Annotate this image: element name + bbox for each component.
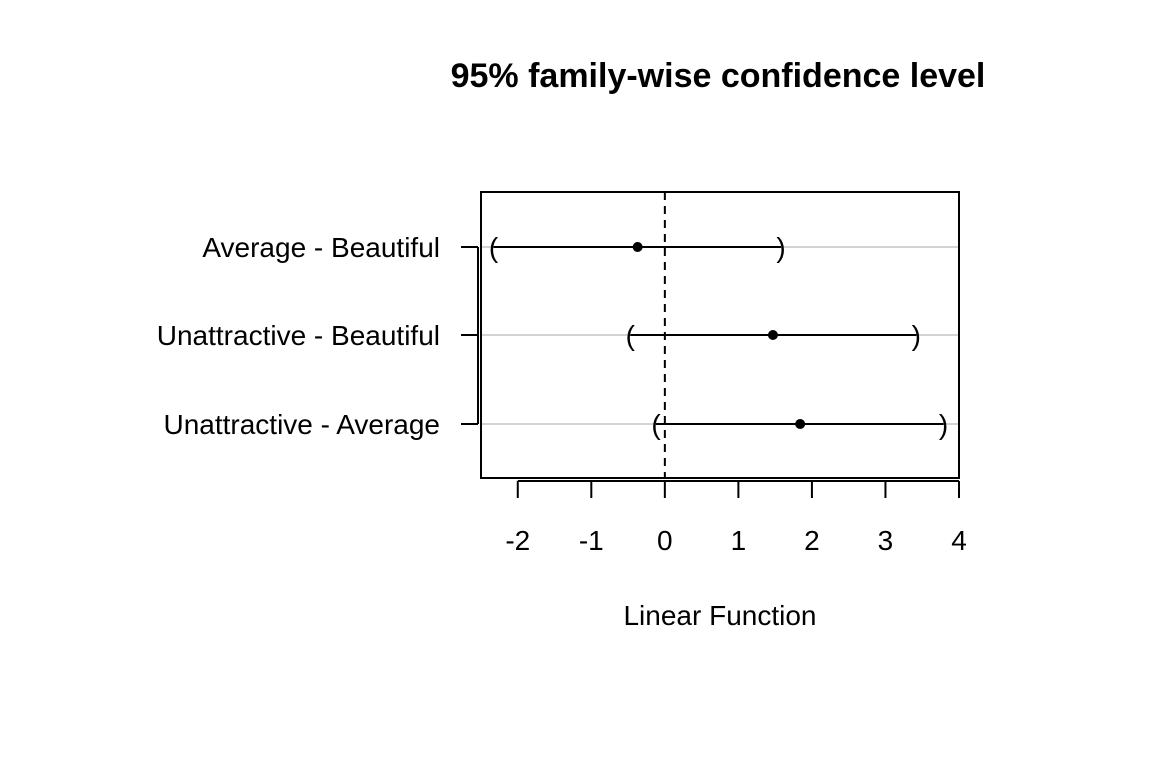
- x-tick-label: -1: [579, 525, 604, 556]
- interval-lower-bracket: (: [489, 232, 499, 263]
- y-tick-label: Average - Beautiful: [202, 232, 440, 263]
- y-tick-label: Unattractive - Average: [163, 409, 440, 440]
- interval-lower-bracket: (: [651, 409, 661, 440]
- interval-lower-bracket: (: [626, 320, 636, 351]
- x-tick-label: 4: [951, 525, 967, 556]
- interval-upper-bracket: ): [912, 320, 921, 351]
- plot-frame: [480, 191, 960, 479]
- x-tick-label: 3: [878, 525, 894, 556]
- chart-title: 95% family-wise confidence level: [451, 57, 986, 95]
- x-tick-label: -2: [505, 525, 530, 556]
- interval-upper-bracket: ): [939, 409, 948, 440]
- x-tick-label: 1: [731, 525, 747, 556]
- y-axis: Average - Beautiful Unattractive - Beauti…: [157, 232, 479, 440]
- x-axis: -2 -1 0 1 2 3 4: [505, 480, 967, 556]
- estimate-point: [795, 419, 806, 429]
- x-tick-label: 0: [657, 525, 673, 556]
- estimate-point: [767, 330, 778, 340]
- estimate-point: [632, 242, 643, 252]
- x-axis-label: Linear Function: [623, 600, 816, 631]
- y-tick-label: Unattractive - Beautiful: [157, 320, 440, 351]
- intervals: () () (): [489, 232, 948, 440]
- interval-upper-bracket: ): [776, 232, 785, 263]
- x-tick-label: 2: [804, 525, 820, 556]
